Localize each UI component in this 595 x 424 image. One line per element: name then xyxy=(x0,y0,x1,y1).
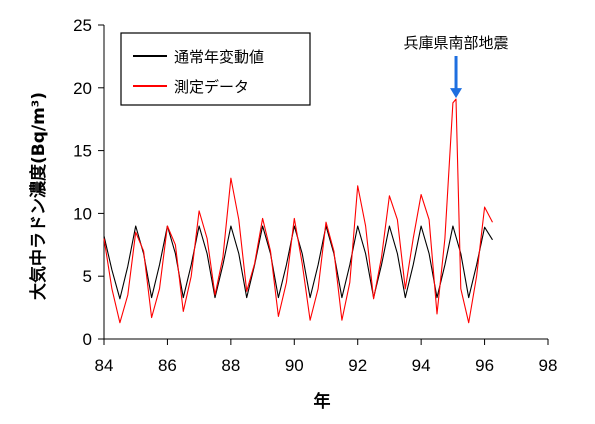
x-tick-label: 96 xyxy=(475,356,494,375)
y-axis-title: 大気中ラドン濃度(Bq/m³) xyxy=(28,92,49,300)
annotation-arrow-head xyxy=(450,88,463,99)
x-tick-label: 90 xyxy=(285,356,304,375)
x-tick-label: 94 xyxy=(412,356,431,375)
y-tick-label: 5 xyxy=(83,267,92,286)
y-tick-label: 10 xyxy=(73,204,92,223)
y-tick-label: 20 xyxy=(73,79,92,98)
x-tick-label: 98 xyxy=(539,356,558,375)
x-tick-label: 84 xyxy=(95,356,114,375)
x-tick-label: 92 xyxy=(348,356,367,375)
annotation-label: 兵庫県南部地震 xyxy=(404,34,509,52)
y-tick-label: 0 xyxy=(83,330,92,349)
x-tick-label: 88 xyxy=(221,356,240,375)
legend-label: 通常年変動値 xyxy=(174,48,264,66)
legend-label: 測定データ xyxy=(174,78,249,96)
y-tick-label: 25 xyxy=(73,16,92,35)
y-tick-label: 15 xyxy=(73,142,92,161)
x-tick-label: 86 xyxy=(158,356,177,375)
legend-box xyxy=(120,32,311,106)
x-axis-title: 年 xyxy=(314,391,331,412)
series-line-measured xyxy=(103,98,493,324)
